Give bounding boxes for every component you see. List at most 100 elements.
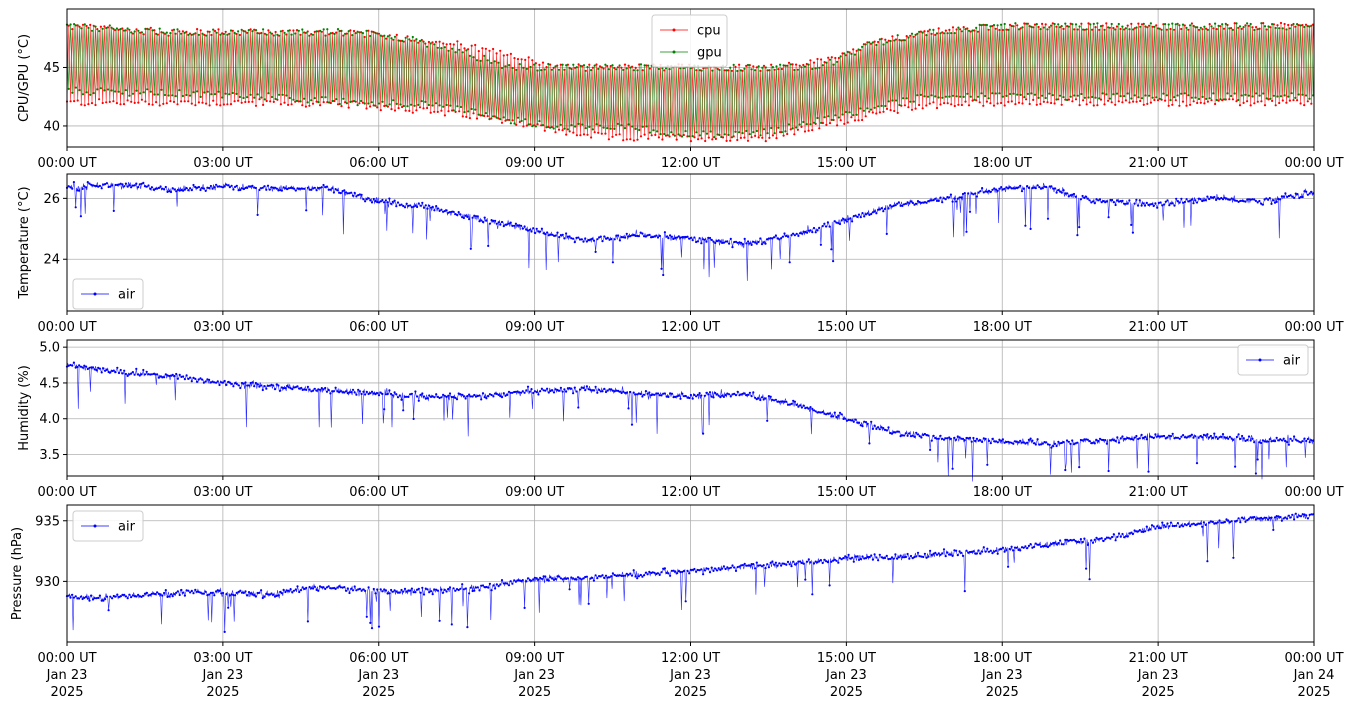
data-point bbox=[582, 64, 586, 67]
data-point bbox=[1008, 547, 1011, 551]
data-point bbox=[969, 30, 972, 33]
data-point bbox=[926, 30, 930, 33]
data-point bbox=[1183, 200, 1186, 204]
data-point bbox=[402, 590, 405, 593]
data-point bbox=[708, 236, 712, 240]
data-point bbox=[864, 557, 868, 560]
data-point bbox=[653, 235, 656, 238]
data-point bbox=[736, 138, 739, 142]
data-point bbox=[838, 557, 842, 560]
data-point bbox=[669, 234, 672, 237]
data-point bbox=[762, 398, 765, 401]
data-point bbox=[1090, 442, 1093, 445]
data-point bbox=[1227, 437, 1230, 440]
data-point bbox=[1247, 517, 1251, 520]
data-point bbox=[358, 102, 361, 105]
data-point bbox=[572, 131, 575, 134]
data-point bbox=[1155, 96, 1158, 99]
data-point bbox=[911, 201, 914, 204]
data-point bbox=[1059, 539, 1062, 542]
data-point bbox=[143, 185, 147, 188]
data-point bbox=[1164, 99, 1167, 102]
data-point bbox=[522, 125, 525, 128]
data-point bbox=[702, 432, 705, 435]
data-point bbox=[696, 568, 700, 572]
data-point bbox=[939, 32, 942, 35]
data-point bbox=[1251, 198, 1254, 201]
x-tick-date-label: Jan 23 bbox=[1137, 668, 1179, 683]
data-point bbox=[973, 98, 976, 101]
data-point bbox=[1042, 26, 1045, 29]
data-point bbox=[729, 66, 732, 69]
data-point bbox=[1140, 97, 1144, 100]
data-point bbox=[433, 209, 436, 212]
data-point bbox=[428, 591, 431, 594]
data-point bbox=[1017, 548, 1020, 552]
data-point bbox=[116, 593, 119, 596]
data-point bbox=[745, 242, 748, 245]
data-point bbox=[736, 69, 739, 73]
data-point bbox=[825, 61, 828, 64]
data-point bbox=[1308, 441, 1311, 444]
data-point bbox=[1094, 96, 1097, 99]
data-point bbox=[263, 32, 266, 35]
data-point bbox=[1112, 533, 1115, 536]
data-point bbox=[1152, 436, 1155, 440]
data-point bbox=[468, 592, 471, 595]
data-point bbox=[866, 212, 869, 215]
data-point bbox=[215, 31, 218, 34]
data-point bbox=[646, 573, 649, 576]
data-point bbox=[1143, 436, 1147, 439]
data-point bbox=[956, 435, 959, 438]
data-point bbox=[360, 31, 363, 34]
data-point bbox=[748, 64, 751, 67]
data-point bbox=[631, 125, 634, 128]
data-point bbox=[298, 387, 301, 390]
data-point bbox=[734, 130, 737, 133]
data-point bbox=[877, 208, 880, 211]
data-point bbox=[112, 100, 115, 103]
data-point bbox=[1294, 192, 1297, 195]
data-point bbox=[647, 64, 650, 67]
data-point bbox=[235, 184, 238, 187]
data-point bbox=[963, 590, 966, 593]
data-point bbox=[624, 236, 627, 239]
data-point bbox=[263, 595, 266, 598]
data-point bbox=[812, 226, 816, 230]
data-point bbox=[812, 409, 816, 412]
data-point bbox=[206, 378, 209, 381]
data-point bbox=[856, 421, 859, 424]
data-point bbox=[818, 560, 821, 563]
data-point bbox=[875, 427, 878, 430]
data-point bbox=[796, 68, 800, 71]
data-point bbox=[445, 43, 448, 46]
data-point bbox=[1237, 433, 1240, 436]
data-point bbox=[1107, 469, 1110, 473]
data-point bbox=[986, 190, 989, 193]
data-point bbox=[837, 561, 840, 564]
data-point bbox=[618, 64, 621, 67]
data-point bbox=[1286, 441, 1289, 444]
data-point bbox=[1096, 22, 1099, 25]
data-point bbox=[643, 235, 646, 238]
data-point bbox=[416, 205, 419, 209]
data-point bbox=[377, 32, 381, 35]
x-tick-label: 00:00 UT bbox=[37, 651, 96, 666]
data-point bbox=[618, 390, 622, 393]
data-point bbox=[256, 213, 259, 216]
data-point bbox=[787, 123, 791, 126]
data-point bbox=[192, 376, 195, 379]
data-point bbox=[189, 187, 192, 190]
data-point bbox=[296, 585, 299, 588]
data-point bbox=[151, 29, 154, 32]
data-point bbox=[766, 69, 769, 72]
data-point bbox=[1156, 206, 1159, 209]
data-point bbox=[759, 564, 762, 567]
x-tick-label: 18:00 UT bbox=[973, 156, 1032, 171]
data-point bbox=[122, 29, 126, 32]
data-point bbox=[764, 242, 767, 245]
data-point bbox=[383, 34, 386, 37]
data-point bbox=[105, 182, 108, 185]
data-point bbox=[844, 110, 848, 114]
data-point bbox=[1226, 92, 1229, 95]
